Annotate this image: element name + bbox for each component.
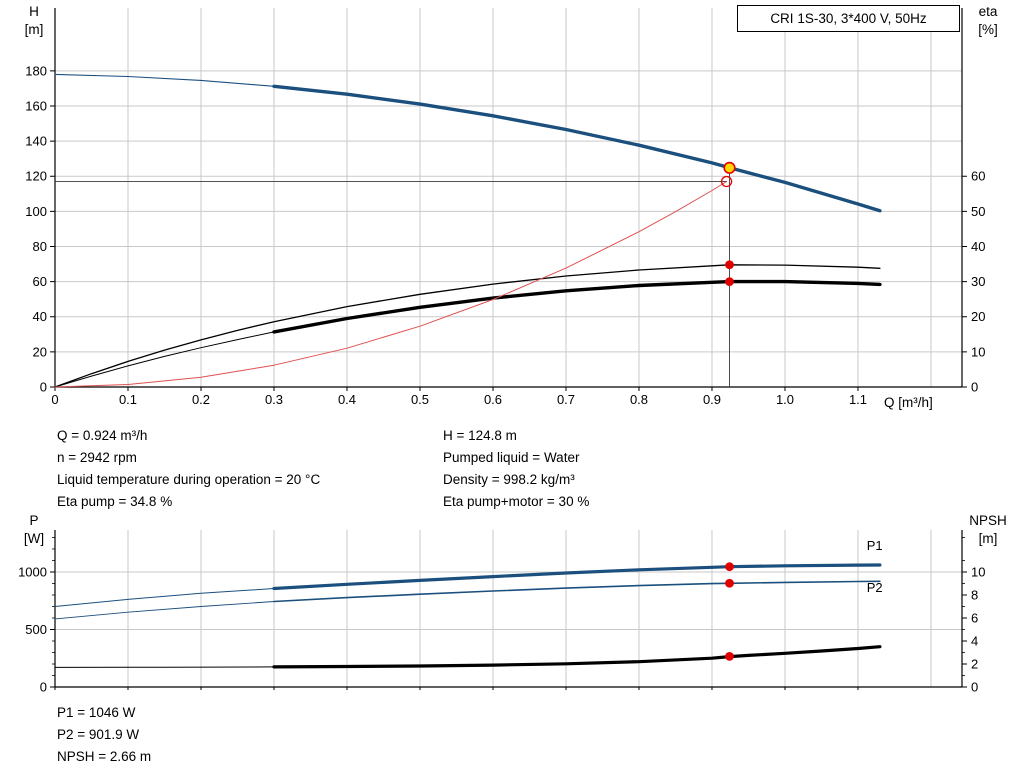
tick-label: 1.0 <box>776 392 794 407</box>
tick-label: 0 <box>40 680 47 695</box>
head-curve-thin <box>54 73 275 87</box>
eta-pump-motor-curve <box>272 279 882 334</box>
tick-label: 30 <box>971 274 985 289</box>
npsh-axis-title: NPSH <box>969 513 1007 528</box>
p1-curve-thin <box>54 588 275 607</box>
tick-label: 0.2 <box>192 392 210 407</box>
tick-label: 0.8 <box>630 392 648 407</box>
requested-duty-point <box>720 175 733 188</box>
eta-axis-title: eta <box>978 4 998 19</box>
eta-pump-motor-operating-point <box>725 277 734 287</box>
tick-label: 60 <box>33 274 47 289</box>
detail-h: H = 124.8 m <box>443 428 517 443</box>
detail-eta-pump: Eta pump = 34.8 % <box>57 494 173 509</box>
tick-label: 0 <box>40 380 47 395</box>
npsh-axis-unit: [m] <box>978 531 998 546</box>
p1-curve <box>272 563 882 591</box>
tick-label: 120 <box>25 169 47 184</box>
npsh-operating-point <box>725 652 734 661</box>
tick-label: 80 <box>33 239 47 254</box>
tick-label: 160 <box>25 98 47 113</box>
tick-label: 0.6 <box>484 392 502 407</box>
pump-title-box: CRI 1S-30, 3*400 V, 50Hz <box>737 5 960 32</box>
tick-label: 100 <box>25 204 47 219</box>
p2-curve <box>273 580 881 603</box>
tick-label: 10 <box>971 344 985 359</box>
tick-label: 10 <box>971 564 985 579</box>
eta-pump-motor-curve-thin <box>54 331 275 388</box>
tick-label: 1000 <box>18 564 47 579</box>
qh-eta-chart-svg: 0 0.1 0.2 0.3 0.4 0.5 0.6 0.7 0.8 0.9 1.0 1.1 0 20 40 6… <box>25 8 985 407</box>
p1-operating-point <box>725 562 734 572</box>
tick-label: 40 <box>971 239 985 254</box>
p2-curve-thin <box>54 601 275 620</box>
duty-details-left: Q = 0.924 m³/h n = 2942 rpm Liquid tempe… <box>57 425 320 513</box>
tick-label: 0 <box>971 680 978 695</box>
npsh-curve-thin <box>54 666 275 668</box>
detail-eta-pump-motor: Eta pump+motor = 30 % <box>443 494 590 509</box>
p2-label: P2 <box>867 580 883 595</box>
tick-label: 4 <box>971 633 978 648</box>
tick-label: 40 <box>33 309 47 324</box>
detail-n: n = 2942 rpm <box>57 450 137 465</box>
tick-label: 0.3 <box>265 392 283 407</box>
tick-label: 0 <box>51 392 58 407</box>
detail-liquid: Pumped liquid = Water <box>443 450 580 465</box>
tick-label: 1.1 <box>849 392 867 407</box>
p-axis-unit: [W] <box>23 531 45 546</box>
duty-details-right: H = 124.8 m Pumped liquid = Water Densit… <box>443 425 589 513</box>
p1-label: P1 <box>867 538 883 553</box>
head-curve <box>272 84 882 213</box>
eta-axis-unit: [%] <box>978 22 998 37</box>
p-axis-title: P <box>29 513 39 528</box>
tick-label: 8 <box>971 587 978 602</box>
q-axis-label: Q [m³/h] <box>884 395 933 410</box>
tick-label: 0.1 <box>119 392 137 407</box>
detail-density: Density = 998.2 kg/m³ <box>443 472 575 487</box>
h-axis-unit: [m] <box>24 22 44 37</box>
tick-label: 50 <box>971 204 985 219</box>
result-p2: P2 = 901.9 W <box>57 727 140 742</box>
tick-label: 6 <box>971 610 978 625</box>
result-p1: P1 = 1046 W <box>57 705 136 720</box>
tick-label: 0.4 <box>338 392 356 407</box>
p2-operating-point <box>725 578 734 588</box>
tick-label: 140 <box>25 134 47 149</box>
detail-q: Q = 0.924 m³/h <box>57 428 148 443</box>
tick-label: 0.5 <box>411 392 429 407</box>
power-npsh-chart-svg: 0 500 1000 0 2 4 6 8 10 P1 P2 <box>18 530 985 695</box>
tick-label: 0.9 <box>703 392 721 407</box>
npsh-curve <box>272 645 882 669</box>
tick-label: 0.7 <box>557 392 575 407</box>
system-curve <box>54 181 728 388</box>
h-axis-title: H <box>29 4 39 19</box>
pump-title: CRI 1S-30, 3*400 V, 50Hz <box>770 11 927 26</box>
tick-label: 60 <box>971 169 985 184</box>
detail-temp: Liquid temperature during operation = 20… <box>57 472 321 487</box>
tick-label: 0 <box>971 380 978 395</box>
eta-pump-curve <box>54 264 881 388</box>
tick-label: 500 <box>25 622 47 637</box>
tick-label: 2 <box>971 656 978 671</box>
result-values: P1 = 1046 W P2 = 901.9 W NPSH = 2.66 m <box>57 702 151 768</box>
tick-label: 180 <box>25 63 47 78</box>
result-npsh: NPSH = 2.66 m <box>57 749 152 764</box>
eta-pump-operating-point <box>725 260 734 270</box>
operating-point <box>723 161 736 174</box>
tick-label: 20 <box>971 309 985 324</box>
tick-label: 20 <box>33 344 47 359</box>
